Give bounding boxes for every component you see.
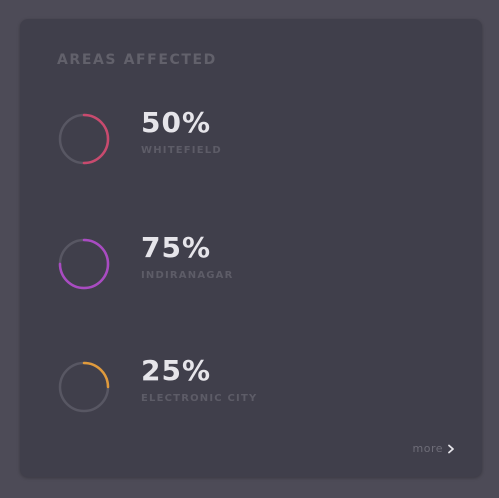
area-name: ELECTRONIC CITY [141, 393, 258, 404]
progress-ring-fill [58, 113, 110, 165]
progress-ring-fill [58, 361, 110, 413]
area-item: 25% ELECTRONIC CITY [57, 354, 437, 420]
more-link[interactable]: more [413, 442, 456, 455]
area-item: 75% INDIRANAGAR [57, 231, 437, 297]
chevron-right-icon [448, 444, 454, 453]
progress-ring [57, 237, 111, 291]
area-percent: 75% [141, 231, 212, 264]
area-name: INDIRANAGAR [141, 270, 234, 281]
card-title: AREAS AFFECTED [57, 52, 217, 68]
more-label: more [412, 442, 443, 455]
area-percent: 25% [141, 354, 212, 387]
progress-ring [57, 360, 111, 414]
progress-ring-fill [58, 238, 110, 290]
area-name: WHITEFIELD [141, 145, 222, 156]
area-percent: 50% [141, 106, 212, 139]
area-item: 50% WHITEFIELD [57, 106, 437, 172]
progress-ring [57, 112, 111, 166]
areas-affected-card: AREAS AFFECTED 50% WHITEFIELD 75% INDIRA… [20, 19, 482, 477]
